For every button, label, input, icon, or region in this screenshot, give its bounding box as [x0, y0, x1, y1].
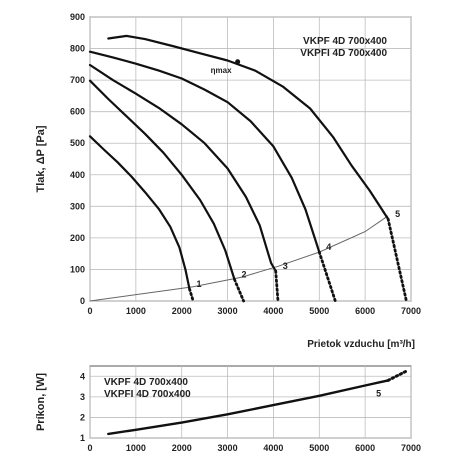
pressure-y-axis-label: Tlak, ΔP [Pa]: [35, 125, 47, 192]
y-tick-label: 400: [70, 170, 85, 180]
y-tick-label: 200: [70, 233, 85, 243]
series-label-2: 2: [241, 270, 246, 280]
series-extension-5: [386, 217, 408, 303]
x-tick-label: 5000: [309, 306, 329, 316]
power-grid: [89, 366, 412, 439]
x-tick-label: 3000: [218, 306, 238, 316]
series-extension-1: [188, 287, 195, 303]
x-tick-label: 2000: [172, 306, 192, 316]
system-curve: [89, 215, 389, 302]
series-extension-5: [386, 369, 408, 382]
x-tick-label: 1000: [126, 443, 146, 453]
y-tick-label: 500: [70, 138, 85, 148]
x-tick-label: 1000: [126, 306, 146, 316]
y-tick-label: 900: [70, 12, 85, 22]
series-line-5: [107, 379, 390, 436]
y-tick-label: 0: [80, 296, 85, 306]
pressure-series: 1 2 3 4 5: [88, 34, 408, 303]
series-label-4: 4: [326, 242, 331, 252]
power-series: 5: [107, 369, 408, 436]
series-line-1: [88, 135, 191, 291]
series-line-5: [107, 34, 390, 221]
y-tick-label: 3: [80, 392, 85, 402]
x-tick-label: 6000: [355, 443, 375, 453]
x-tick-label: 6000: [355, 306, 375, 316]
y-tick-label: 300: [70, 201, 85, 211]
y-tick-label: 4: [80, 371, 85, 381]
y-tick-label: 2: [80, 412, 85, 422]
power-y-axis-label: Príkon, [W]: [35, 373, 47, 431]
series-label-5: 5: [395, 209, 400, 219]
x-tick-label: 2000: [172, 443, 192, 453]
power-tick-labels: 0 1000 2000 3000 4000 5000 6000 7000 1 2 3 4: [80, 371, 421, 453]
x-tick-label: 7000: [401, 306, 421, 316]
pressure-model-label-2: VKPFI 4D 700x400: [300, 48, 387, 59]
pressure-x-axis-label: Prietok vzduchu [m³/h]: [307, 339, 415, 350]
x-tick-label: 0: [87, 306, 92, 316]
power-model-label-1: VKPF 4D 700x400: [104, 377, 188, 388]
x-tick-label: 4000: [263, 443, 283, 453]
power-model-label-2: VKPFI 4D 700x400: [104, 389, 191, 400]
series-label-5: 5: [376, 388, 381, 398]
y-tick-label: 700: [70, 75, 85, 85]
series-extension-3: [274, 269, 280, 303]
series-line-4: [88, 50, 321, 254]
series-label-3: 3: [283, 261, 288, 271]
series-line-2: [88, 79, 236, 281]
y-tick-label: 1: [80, 433, 85, 443]
y-tick-label: 100: [70, 264, 85, 274]
eta-max-point: [235, 59, 241, 65]
pressure-model-label-1: VKPF 4D 700x400: [303, 36, 387, 47]
series-extension-2: [233, 278, 245, 303]
series-label-1: 1: [197, 279, 202, 289]
x-tick-label: 0: [87, 443, 92, 453]
x-tick-label: 3000: [218, 443, 238, 453]
eta-max-label: ηmax: [211, 66, 232, 75]
pressure-plot-frame: [89, 16, 412, 302]
x-tick-label: 7000: [401, 443, 421, 453]
series-extension-4: [317, 250, 337, 303]
y-tick-label: 800: [70, 44, 85, 54]
pressure-grid: [89, 16, 412, 302]
y-tick-label: 600: [70, 107, 85, 117]
pressure-tick-labels: 0 1000 2000 3000 4000 5000 6000 7000 0 100 200 300 4…: [70, 12, 421, 316]
x-tick-label: 4000: [263, 306, 283, 316]
series-line-3: [88, 63, 277, 273]
x-tick-label: 5000: [309, 443, 329, 453]
